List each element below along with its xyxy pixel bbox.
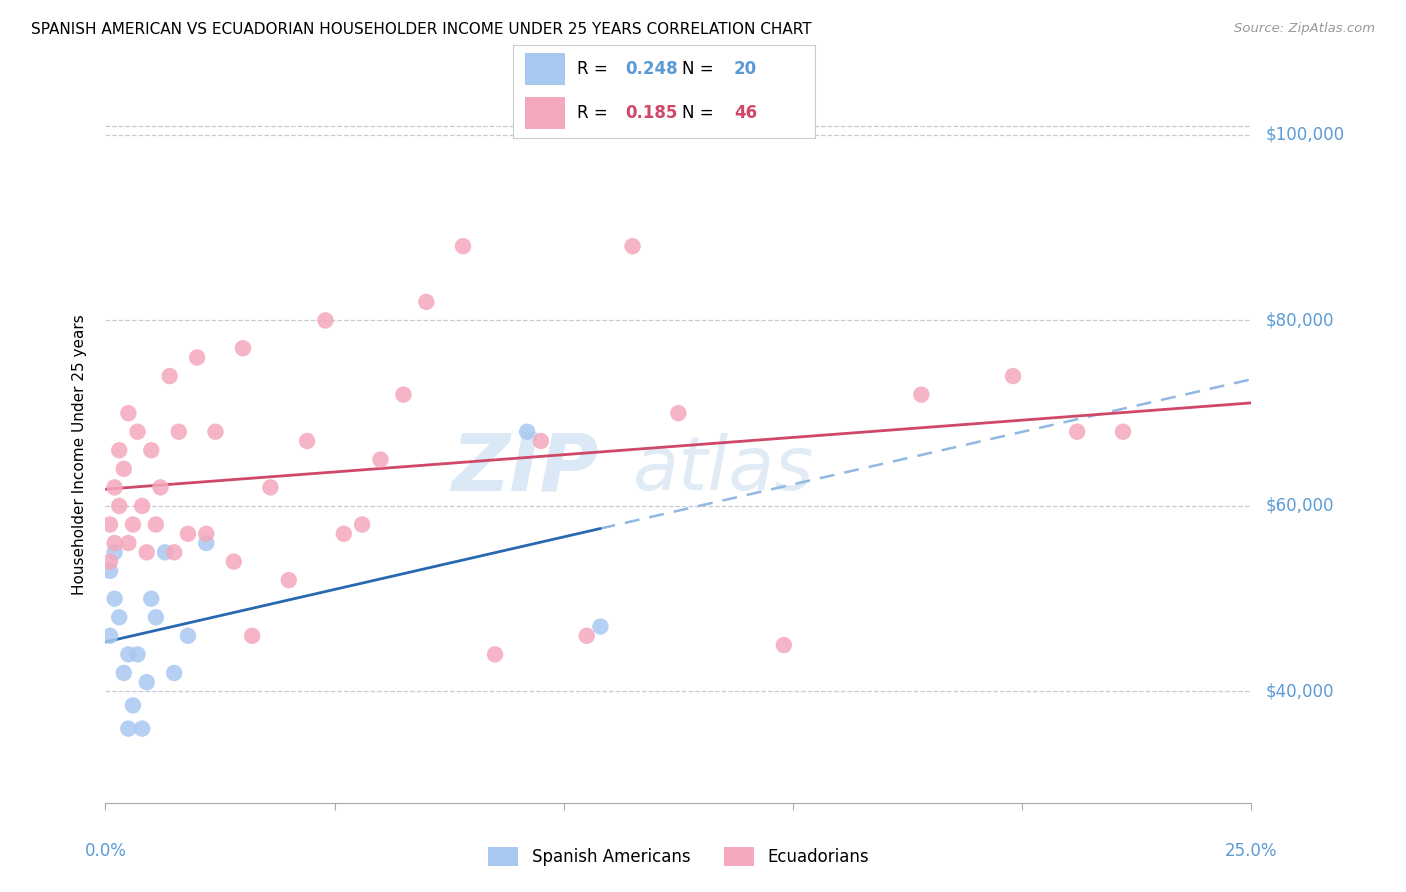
Point [222, 555, 245, 569]
Text: SPANISH AMERICAN VS ECUADORIAN HOUSEHOLDER INCOME UNDER 25 YEARS CORRELATION CHA: SPANISH AMERICAN VS ECUADORIAN HOUSEHOLD… [31, 22, 811, 37]
FancyBboxPatch shape [526, 53, 565, 85]
Point [204, 425, 226, 439]
Point [240, 629, 263, 643]
Text: $80,000: $80,000 [1265, 311, 1334, 329]
Point [177, 629, 200, 643]
Text: N =: N = [682, 104, 720, 122]
Text: R =: R = [576, 60, 613, 78]
Point [117, 406, 139, 420]
Point [104, 480, 127, 494]
Point [352, 517, 374, 532]
Point [141, 443, 163, 458]
Text: N =: N = [682, 60, 720, 78]
Text: atlas: atlas [633, 433, 814, 505]
Point [415, 294, 437, 309]
Legend: Spanish Americans, Ecuadorians: Spanish Americans, Ecuadorians [479, 839, 877, 874]
Point [98, 555, 121, 569]
Text: 46: 46 [734, 104, 756, 122]
Text: 0.248: 0.248 [626, 60, 678, 78]
Point [127, 648, 149, 662]
Point [1066, 425, 1088, 439]
Point [122, 517, 145, 532]
Point [131, 499, 153, 513]
Point [135, 545, 157, 559]
Point [127, 425, 149, 439]
Point [131, 722, 153, 736]
Point [666, 406, 689, 420]
Point [589, 619, 612, 633]
Point [149, 480, 172, 494]
Point [163, 545, 186, 559]
Point [112, 462, 135, 476]
Point [104, 591, 127, 606]
Point [186, 351, 208, 365]
Point [98, 564, 121, 578]
Point [104, 536, 127, 550]
Point [145, 517, 167, 532]
Point [122, 698, 145, 713]
Point [117, 722, 139, 736]
Point [333, 526, 356, 541]
Point [117, 536, 139, 550]
Point [516, 425, 538, 439]
Text: R =: R = [576, 104, 613, 122]
Point [145, 610, 167, 624]
Text: 25.0%: 25.0% [1225, 842, 1278, 860]
Point [108, 443, 131, 458]
Point [195, 526, 218, 541]
Point [167, 425, 190, 439]
Point [153, 545, 176, 559]
Text: 0.185: 0.185 [626, 104, 678, 122]
Point [1001, 369, 1024, 384]
Point [117, 648, 139, 662]
Point [135, 675, 157, 690]
Text: ZIP: ZIP [451, 430, 598, 508]
Point [177, 526, 200, 541]
Point [295, 434, 318, 448]
Text: 20: 20 [734, 60, 756, 78]
Point [98, 517, 121, 532]
FancyBboxPatch shape [526, 97, 565, 129]
Point [141, 591, 163, 606]
Point [159, 369, 181, 384]
Point [1112, 425, 1135, 439]
Point [277, 573, 299, 587]
Text: $40,000: $40,000 [1265, 682, 1334, 700]
Point [104, 545, 127, 559]
Point [575, 629, 598, 643]
Point [98, 629, 121, 643]
Point [621, 239, 644, 253]
Text: $60,000: $60,000 [1265, 497, 1334, 515]
Point [314, 313, 336, 327]
Y-axis label: Householder Income Under 25 years: Householder Income Under 25 years [72, 315, 87, 595]
Point [232, 341, 254, 355]
Point [163, 665, 186, 680]
Point [530, 434, 553, 448]
Point [259, 480, 281, 494]
Point [910, 387, 932, 401]
Point [370, 452, 392, 467]
Text: Source: ZipAtlas.com: Source: ZipAtlas.com [1234, 22, 1375, 36]
Point [772, 638, 794, 652]
Point [112, 665, 135, 680]
Point [451, 239, 474, 253]
Text: $100,000: $100,000 [1265, 126, 1344, 144]
Point [108, 499, 131, 513]
Point [484, 648, 506, 662]
Text: 0.0%: 0.0% [84, 842, 127, 860]
Point [108, 610, 131, 624]
Point [392, 387, 415, 401]
Point [195, 536, 218, 550]
